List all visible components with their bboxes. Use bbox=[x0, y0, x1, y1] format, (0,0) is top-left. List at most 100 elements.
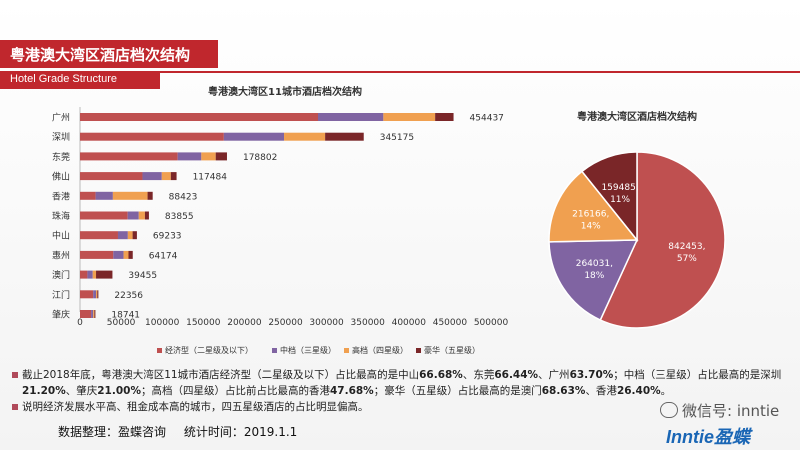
bar-segment bbox=[80, 211, 128, 220]
header-title-box: 粤港澳大湾区酒店档次结构 bbox=[0, 40, 218, 68]
total-data-label: 64174 bbox=[149, 251, 178, 261]
total-data-label: 345175 bbox=[380, 133, 414, 143]
bar-segment bbox=[138, 211, 145, 220]
x-tick-label: 300000 bbox=[309, 318, 344, 328]
bar-segment bbox=[80, 132, 224, 141]
note-2: 说明经济发展水平高、租金成本高的城市，四五星级酒店的占比明显偏高。 bbox=[12, 399, 787, 415]
x-tick-label: 250000 bbox=[268, 318, 303, 328]
x-tick-label: 50000 bbox=[107, 318, 136, 328]
note-highlight: 21.20% bbox=[22, 385, 66, 397]
total-data-label: 39455 bbox=[128, 271, 157, 281]
bar-segment bbox=[177, 152, 202, 161]
x-tick-label: 150000 bbox=[186, 318, 221, 328]
header-subtitle-box: Hotel Grade Structure bbox=[0, 71, 160, 89]
bar-segment bbox=[93, 310, 95, 318]
bar-segment bbox=[435, 113, 454, 121]
footer-source: 数据整理：盈蝶咨询 统计时间：2019.1.1 bbox=[58, 423, 311, 440]
bar-segment bbox=[92, 270, 97, 279]
bullet-icon bbox=[12, 404, 18, 410]
total-data-label: 178802 bbox=[243, 153, 277, 163]
pie-slice bbox=[599, 151, 726, 329]
bar-segment bbox=[80, 270, 88, 279]
legend-swatch bbox=[416, 348, 421, 353]
bar-segment bbox=[80, 310, 92, 318]
header-divider bbox=[0, 71, 800, 73]
bar-segment bbox=[284, 132, 326, 141]
note-text: ；中档（三星级）占比最高的是深圳 bbox=[613, 369, 782, 381]
total-data-label: 83855 bbox=[165, 212, 194, 222]
bar-segment bbox=[80, 290, 94, 299]
category-label: 广州 bbox=[52, 112, 70, 124]
legend-swatch bbox=[272, 348, 277, 353]
bar-segment bbox=[80, 191, 96, 200]
pie-data-label: 264031, 18% bbox=[576, 259, 613, 281]
bar-segment bbox=[127, 211, 139, 220]
pie-slice bbox=[580, 151, 638, 243]
total-data-label: 22356 bbox=[114, 291, 143, 301]
pie-data-label: 842453, 57% bbox=[668, 242, 705, 264]
wechat-label: 微信号: inntie bbox=[660, 400, 779, 421]
bar-segment bbox=[96, 290, 98, 299]
note-text: 说明经济发展水平高、租金成本高的城市，四五星级酒店的占比明显偏高。 bbox=[22, 401, 369, 413]
bar-segment bbox=[80, 172, 143, 181]
source-label: 数据整理：盈蝶咨询 bbox=[58, 425, 167, 439]
bar-segment bbox=[80, 113, 319, 121]
category-label: 惠州 bbox=[52, 249, 70, 261]
bar-segment bbox=[223, 132, 285, 141]
bar-segment bbox=[215, 152, 227, 161]
total-data-label: 117484 bbox=[193, 173, 228, 183]
x-tick-label: 400000 bbox=[392, 318, 427, 328]
pie-slice bbox=[548, 170, 639, 243]
category-label: 珠海 bbox=[52, 210, 70, 222]
bar-segment bbox=[147, 191, 153, 200]
pie-slice bbox=[548, 239, 639, 321]
total-data-label: 69233 bbox=[153, 232, 182, 242]
pie-chart-title: 粤港澳大湾区酒店档次结构 bbox=[577, 110, 697, 123]
total-data-label: 88423 bbox=[169, 192, 198, 202]
x-tick-label: 350000 bbox=[351, 318, 386, 328]
x-tick-label: 100000 bbox=[145, 318, 180, 328]
category-label: 佛山 bbox=[52, 171, 70, 183]
bar-segment bbox=[91, 310, 94, 318]
category-label: 香港 bbox=[52, 190, 70, 202]
x-tick-label: 200000 bbox=[227, 318, 262, 328]
note-1: 截止2018年底，粤港澳大湾区11城市酒店经济型（二星级及以下）占比最高的是中山… bbox=[12, 367, 787, 399]
note-highlight: 68.63% bbox=[541, 385, 586, 397]
bar-segment bbox=[170, 172, 177, 181]
legend-swatch bbox=[344, 348, 349, 353]
note-text: 、东莞 bbox=[462, 369, 495, 381]
bar-chart-title: 粤港澳大湾区11城市酒店档次结构 bbox=[208, 85, 362, 98]
bar-segment bbox=[87, 270, 93, 279]
category-label: 澳门 bbox=[52, 269, 70, 281]
x-tick-label: 0 bbox=[77, 318, 83, 328]
bar-segment bbox=[97, 290, 99, 299]
bar-segment bbox=[112, 191, 148, 200]
bar-segment bbox=[142, 172, 162, 181]
page-subtitle: Hotel Grade Structure bbox=[10, 73, 117, 85]
bar-segment bbox=[318, 113, 384, 121]
total-data-label: 18741 bbox=[111, 311, 140, 321]
note-highlight: 47.68% bbox=[329, 385, 374, 397]
bar-segment bbox=[80, 152, 178, 161]
time-label: 统计时间：2019.1.1 bbox=[183, 425, 298, 439]
note-highlight: 26.40% bbox=[616, 385, 661, 397]
category-label: 东莞 bbox=[52, 151, 70, 163]
pie-data-label: 159485, 11% bbox=[601, 183, 638, 205]
bar-segment bbox=[123, 250, 129, 259]
bar-segment bbox=[161, 172, 171, 181]
legend-label: 中档（三星级） bbox=[280, 345, 336, 355]
bar-segment bbox=[113, 250, 124, 259]
legend-label: 豪华（五星级） bbox=[424, 345, 480, 355]
x-tick-label: 450000 bbox=[433, 318, 468, 328]
bar-segment bbox=[95, 191, 113, 200]
bar-segment bbox=[94, 310, 96, 318]
legend-label: 高档（四星级） bbox=[352, 345, 408, 355]
bar-segment bbox=[132, 231, 137, 240]
category-label: 江门 bbox=[52, 289, 70, 301]
bar-segment bbox=[93, 290, 97, 299]
pie-data-label: 216166, 14% bbox=[572, 209, 609, 231]
note-text: 截止2018年底，粤港澳大湾区11城市酒店经济型（二星级及以下）占比最高的是中山 bbox=[22, 369, 420, 381]
brand-logo: Inntie盈蝶 bbox=[666, 427, 750, 447]
bar-segment bbox=[144, 211, 149, 220]
